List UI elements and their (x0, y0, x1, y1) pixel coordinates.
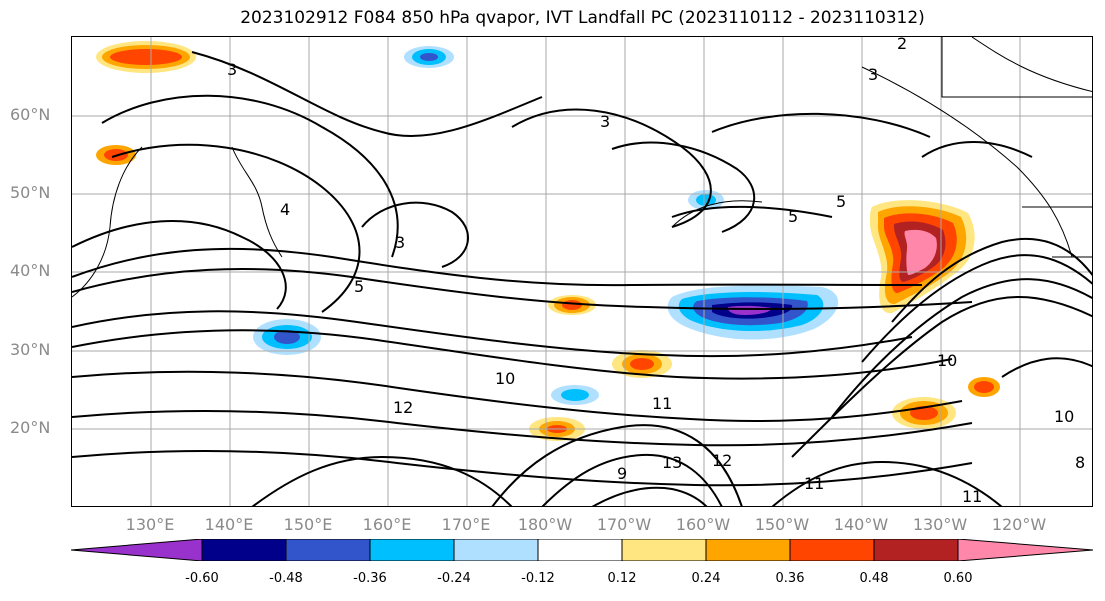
lon-label-170w: 170°W (596, 515, 652, 534)
colorbar-label: 0.36 (775, 571, 805, 586)
lon-label-130e: 130°E (125, 515, 175, 534)
contour-label: 10 (1054, 407, 1074, 426)
lon-label-150w: 150°W (754, 515, 810, 534)
colorbar (71, 539, 1093, 561)
contour-label: 11 (652, 394, 672, 413)
colorbar-segment (621, 539, 707, 561)
colorbar-label: -0.12 (521, 571, 555, 586)
contour-label: 5 (788, 207, 798, 226)
contour-label: 3 (395, 233, 405, 252)
lon-label-150e: 150°E (283, 515, 333, 534)
contour-label: 13 (662, 453, 682, 472)
colorbar-label: 0.24 (691, 571, 721, 586)
lat-label-30n: 30°N (10, 340, 51, 359)
colorbar-label: 0.60 (943, 571, 973, 586)
colorbar-label: -0.60 (185, 571, 219, 586)
contour-label: 11 (804, 474, 824, 493)
contour-label: 3 (868, 65, 878, 84)
colorbar-segment (789, 539, 875, 561)
lon-label-140e: 140°E (204, 515, 254, 534)
contour-label: 5 (354, 277, 364, 296)
colorbar-label: -0.48 (269, 571, 303, 586)
lon-label-180w: 180°W (517, 515, 573, 534)
lat-label-20n: 20°N (10, 418, 51, 437)
colorbar-segment (873, 539, 959, 561)
contour-label: 9 (617, 464, 627, 483)
lon-label-140w: 140°W (833, 515, 889, 534)
colorbar-label: -0.24 (437, 571, 471, 586)
contour-label: 3 (600, 112, 610, 131)
contour-label: 10 (937, 351, 957, 370)
contour-label: 12 (393, 398, 413, 417)
colorbar-label: -0.36 (353, 571, 387, 586)
colorbar-segment (453, 539, 539, 561)
lon-label-160w: 160°W (675, 515, 731, 534)
lon-label-160e: 160°E (362, 515, 412, 534)
colorbar-segment (705, 539, 791, 561)
colorbar-extend-low (71, 539, 203, 561)
colorbar-segments (71, 539, 1093, 561)
lon-label-170e: 170°E (441, 515, 491, 534)
coastlines (72, 37, 1092, 298)
lat-label-40n: 40°N (10, 261, 51, 280)
anomaly-shading (96, 41, 1000, 441)
colorbar-segment (537, 539, 623, 561)
lat-label-60n: 60°N (10, 105, 51, 124)
contour-label: 8 (1075, 453, 1085, 472)
contour-label: 5 (836, 192, 846, 211)
ivt-contours (72, 51, 1092, 506)
contour-labels: 3 3 3 5 5 3 5 10 12 12 11 13 10 11 11 10… (227, 37, 1085, 506)
colorbar-extend-high (957, 539, 1093, 561)
contour-label: 3 (227, 60, 237, 79)
colorbar-segment (369, 539, 455, 561)
contour-label: 11 (962, 487, 982, 506)
contour-label: 12 (712, 451, 732, 470)
map-panel: 3 3 3 5 5 3 5 10 12 12 11 13 10 11 11 10… (71, 36, 1093, 507)
map-canvas: 3 3 3 5 5 3 5 10 12 12 11 13 10 11 11 10… (72, 37, 1092, 506)
lon-label-130w: 130°W (912, 515, 968, 534)
contour-label: 4 (280, 200, 290, 219)
map-title: 2023102912 F084 850 hPa qvapor, IVT Land… (240, 8, 925, 28)
lon-label-120w: 120°W (991, 515, 1047, 534)
contour-label: 2 (897, 37, 907, 53)
colorbar-segment (201, 539, 287, 561)
lat-label-50n: 50°N (10, 183, 51, 202)
colorbar-label: 0.12 (607, 571, 637, 586)
colorbar-label: 0.48 (859, 571, 889, 586)
colorbar-segment (285, 539, 371, 561)
contour-label: 10 (495, 369, 515, 388)
